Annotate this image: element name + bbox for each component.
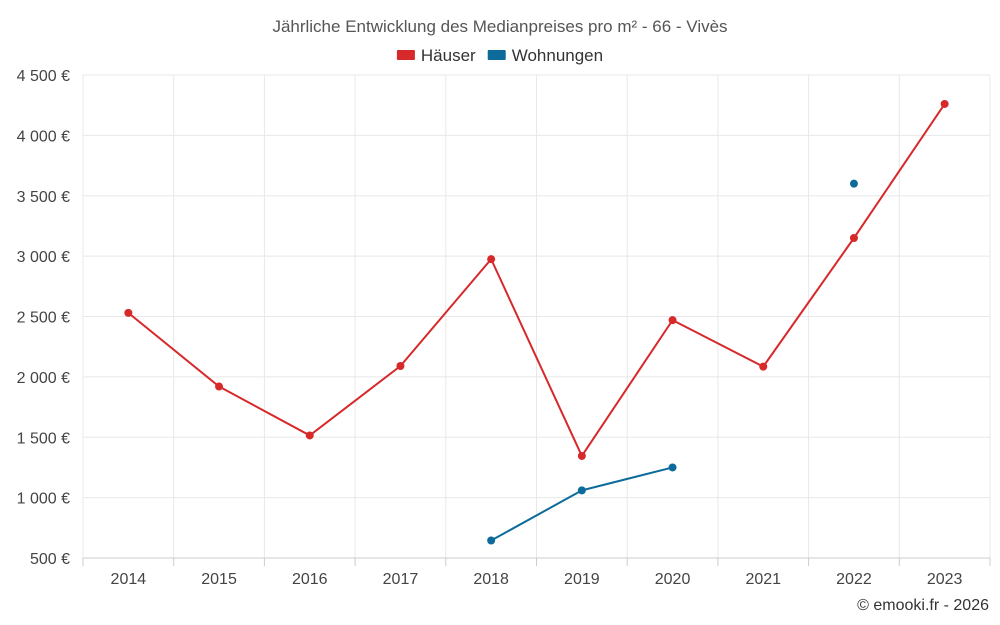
y-tick-label: 1 500 €: [17, 430, 70, 447]
y-tick-label: 3 000 €: [17, 249, 70, 266]
x-tick-label: 2016: [292, 571, 328, 588]
credit-text: © emooki.fr - 2026: [857, 597, 989, 614]
series-haeuser: [124, 99, 949, 460]
legend-item[interactable]: Wohnungen: [487, 46, 603, 65]
y-tick-label: 1 000 €: [17, 491, 70, 508]
data-point[interactable]: [124, 308, 133, 317]
x-tick-label: 2015: [201, 571, 237, 588]
legend-label: Wohnungen: [512, 46, 603, 65]
grid-lines: [82, 74, 991, 559]
series-wohnungen: [487, 179, 858, 545]
y-tick-label: 4 500 €: [17, 68, 70, 85]
data-point[interactable]: [940, 99, 949, 108]
data-point[interactable]: [759, 362, 768, 371]
data-point[interactable]: [577, 451, 586, 460]
y-tick-label: 500 €: [30, 551, 70, 568]
legend: Häuser Wohnungen: [396, 46, 603, 65]
data-point[interactable]: [577, 486, 586, 495]
data-point[interactable]: [305, 431, 314, 440]
data-point[interactable]: [668, 463, 677, 472]
series-line: [127, 103, 946, 457]
data-point[interactable]: [487, 536, 496, 545]
y-tick-label: 3 500 €: [17, 189, 70, 206]
legend-label: Häuser: [421, 46, 476, 65]
data-point[interactable]: [849, 179, 858, 188]
series-layer: [124, 99, 949, 545]
x-tick-label: 2014: [111, 571, 147, 588]
data-point[interactable]: [668, 316, 677, 325]
legend-item[interactable]: Häuser: [396, 46, 476, 65]
data-point[interactable]: [849, 234, 858, 243]
data-point[interactable]: [396, 362, 405, 371]
legend-swatch: [396, 50, 415, 60]
x-tick-label: 2023: [927, 571, 963, 588]
x-tick-label: 2021: [745, 571, 781, 588]
data-point[interactable]: [487, 255, 496, 264]
x-tick-label: 2019: [564, 571, 600, 588]
x-tick-label: 2017: [383, 571, 419, 588]
data-point[interactable]: [215, 382, 224, 391]
x-tick-label: 2022: [836, 571, 872, 588]
series-line: [490, 466, 673, 542]
legend-swatch: [487, 50, 506, 60]
y-tick-label: 2 000 €: [17, 370, 70, 387]
x-tick-label: 2018: [473, 571, 509, 588]
y-tick-label: 2 500 €: [17, 310, 70, 327]
chart-title: Jährliche Entwicklung des Medianpreises …: [272, 17, 727, 36]
x-tick-label: 2020: [655, 571, 691, 588]
y-axis: 500 € 1 000 € 1 500 € 2 000 € 2 500 € 3 000 €…: [17, 68, 70, 568]
y-tick-label: 4 000 €: [17, 128, 70, 145]
x-axis: 2014 2015 2016 2017 2018 2019 2020 2021 2022 2023: [82, 557, 991, 588]
